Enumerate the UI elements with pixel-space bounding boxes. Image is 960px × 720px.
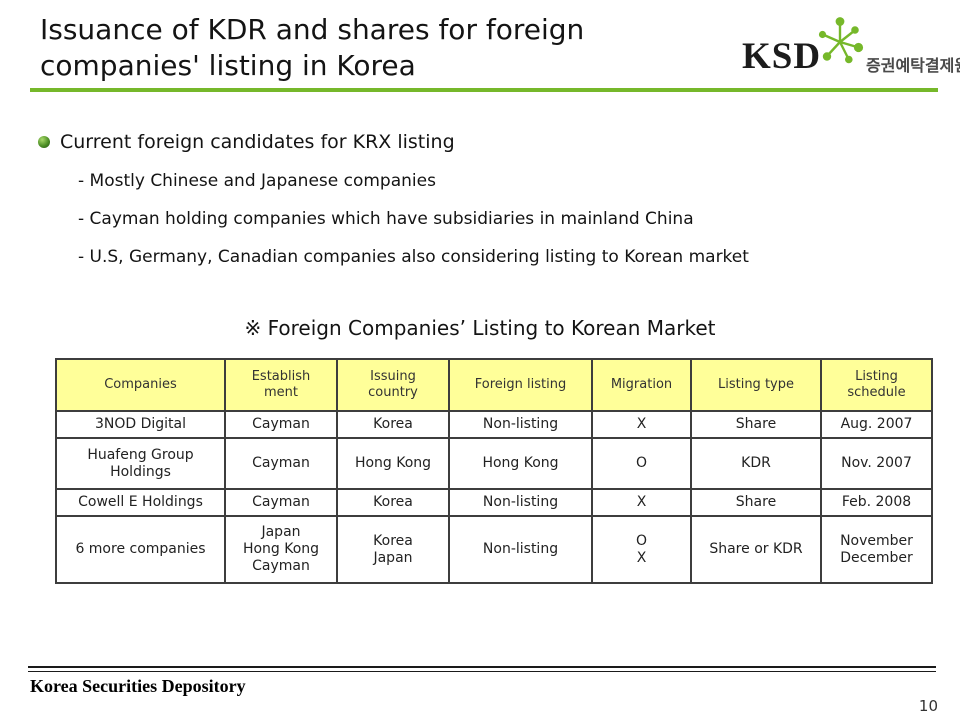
table-cell: Japan Hong Kong Cayman [224,515,338,584]
table-cell: Nov. 2007 [820,437,933,490]
table-row: 6 more companies Japan Hong Kong Cayman … [55,515,933,584]
table-cell: Cayman [224,488,338,517]
table-cell: O X [591,515,692,584]
ksd-logo: KSD 증권예탁결제원 [738,12,960,84]
table-cell: Aug. 2007 [820,410,933,439]
column-header-establishment: Establish ment [224,358,338,412]
table-cell: Non-listing [448,515,593,584]
table-cell: X [591,488,692,517]
table-cell: November December [820,515,933,584]
column-header-issuing-country: Issuing country [336,358,450,412]
table-cell: Share [690,410,822,439]
table-cell: 3NOD Digital [55,410,226,439]
sub-bullet: - Cayman holding companies which have su… [78,209,694,229]
table-cell: Huafeng Group Holdings [55,437,226,490]
table-cell: Share [690,488,822,517]
table-caption: ※ Foreign Companies’ Listing to Korean M… [244,316,716,340]
table-header-row: Companies Establish ment Issuing country… [55,358,933,412]
foreign-listing-table: Companies Establish ment Issuing country… [55,358,933,584]
table-cell: Non-listing [448,410,593,439]
table-cell: 6 more companies [55,515,226,584]
table-cell: Share or KDR [690,515,822,584]
table-cell: Cayman [224,437,338,490]
footer-organization: Korea Securities Depository [30,676,246,696]
sub-bullet: - U.S, Germany, Canadian companies also … [78,247,749,267]
table-cell: KDR [690,437,822,490]
ksd-korean-name: 증권예탁결제원 [866,56,960,75]
sparkle-icon [814,14,866,66]
table-cell: X [591,410,692,439]
table-cell: Cowell E Holdings [55,488,226,517]
table-cell: Korea [336,488,450,517]
column-header-listing-schedule: Listing schedule [820,358,933,412]
column-header-foreign-listing: Foreign listing [448,358,593,412]
column-header-listing-type: Listing type [690,358,822,412]
page-title: Issuance of KDR and shares for foreign c… [40,13,585,82]
column-header-migration: Migration [591,358,692,412]
ksd-logo-text: KSD [742,36,822,77]
table-cell: Hong Kong [336,437,450,490]
table-cell: O [591,437,692,490]
title-underline [30,88,938,92]
table-cell: Non-listing [448,488,593,517]
table-cell: Korea [336,410,450,439]
table-row: Huafeng Group Holdings Cayman Hong Kong … [55,437,933,490]
table-cell: Hong Kong [448,437,593,490]
table-cell: Cayman [224,410,338,439]
column-header-companies: Companies [55,358,226,412]
bullet-text: Current foreign candidates for KRX listi… [60,131,455,153]
table-cell: Feb. 2008 [820,488,933,517]
table-row: 3NOD Digital Cayman Korea Non-listing X … [55,410,933,439]
page-number: 10 [918,697,938,715]
sub-bullet: - Mostly Chinese and Japanese companies [78,171,436,191]
table-row: Cowell E Holdings Cayman Korea Non-listi… [55,488,933,517]
bullet-item: Current foreign candidates for KRX listi… [38,131,455,153]
green-sphere-bullet-icon [38,136,50,148]
footer-double-rule [28,666,936,672]
table-cell: Korea Japan [336,515,450,584]
